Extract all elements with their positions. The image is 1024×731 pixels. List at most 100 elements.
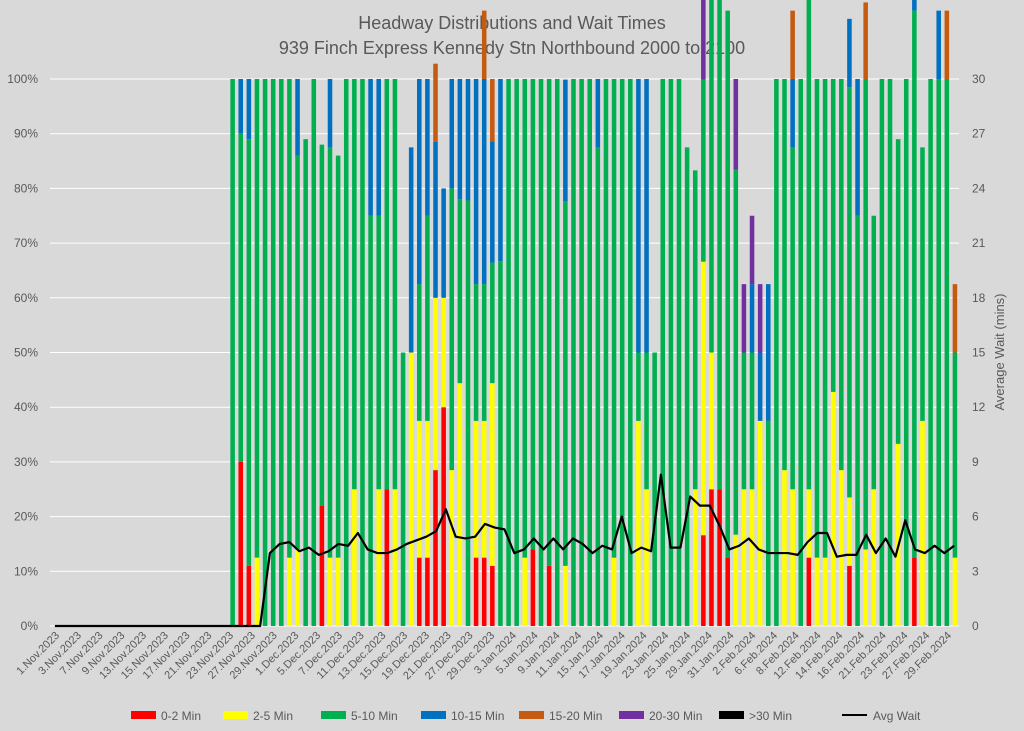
bar-segment <box>628 79 633 626</box>
x-axis: 1.Nov.20233.Nov.20237.Nov.20239.Nov.2023… <box>14 630 954 683</box>
bar-segment <box>692 170 698 490</box>
bar-segment <box>733 169 739 535</box>
bar-segment <box>806 557 812 627</box>
bar-segment <box>449 188 455 471</box>
y2-tick-label: 24 <box>972 181 986 195</box>
bar-segment <box>920 147 925 421</box>
gridlines <box>50 78 959 627</box>
bar-segment <box>619 79 625 626</box>
bar-segment <box>790 489 795 626</box>
bar-segment <box>417 557 422 627</box>
bar-segment <box>684 147 690 627</box>
bar-segment <box>327 557 333 627</box>
bar-segment <box>855 79 860 216</box>
bar-segment <box>546 565 552 626</box>
legend-item: >30 Min <box>719 709 792 723</box>
legend-swatch <box>619 711 644 719</box>
y2-tick-label: 3 <box>972 564 979 578</box>
bar-segment <box>692 489 698 626</box>
bar-segment <box>887 79 893 626</box>
bar-segment <box>814 79 820 558</box>
bar-segment <box>782 79 787 471</box>
bar-segment <box>408 147 414 353</box>
y-tick-label: 100% <box>7 72 38 86</box>
bar-segment <box>425 79 430 216</box>
bar-segment <box>368 79 373 216</box>
bar-segment <box>928 79 933 626</box>
bar-segment <box>530 549 536 626</box>
bar-segment <box>473 79 479 285</box>
bar-segment <box>749 489 755 626</box>
y-tick-label: 70% <box>14 236 38 250</box>
bar-segment <box>311 79 317 626</box>
bar-segment <box>449 79 455 189</box>
bar-segment <box>766 284 771 421</box>
bar-segment <box>230 79 235 626</box>
bar-segment <box>417 420 422 558</box>
bar-segment <box>295 79 300 156</box>
bar-segment <box>701 535 706 626</box>
bar-segment <box>327 147 333 558</box>
bar-segment <box>238 79 244 134</box>
bar-segment <box>936 10 941 80</box>
bar-segment <box>822 557 828 627</box>
bar-segment <box>895 139 901 444</box>
bar-segment <box>327 79 333 148</box>
bar-segment <box>871 215 877 490</box>
bar-segment <box>952 557 958 627</box>
bar-segment <box>879 79 885 626</box>
legend-swatch <box>519 711 544 719</box>
bar-segment <box>830 391 836 626</box>
bar-segment <box>530 79 536 550</box>
bar-segment <box>563 79 568 201</box>
bar-segment <box>782 470 787 626</box>
bar-segment <box>725 10 730 558</box>
bar-segment <box>425 420 430 558</box>
bar-segment <box>912 0 917 11</box>
bar-segment <box>636 352 641 421</box>
bar-segment <box>660 79 666 626</box>
bar-segment <box>498 79 503 262</box>
bar-segment <box>749 215 755 285</box>
bar-segment <box>733 79 739 170</box>
bar-segment <box>254 79 260 558</box>
bar-segment <box>490 565 495 626</box>
y-tick-label: 50% <box>14 346 38 360</box>
legend-swatch <box>321 711 346 719</box>
y2-tick-label: 12 <box>972 400 986 414</box>
y2-tick-label: 18 <box>972 291 986 305</box>
bar-segment <box>741 352 747 490</box>
y-tick-label: 20% <box>14 510 38 524</box>
bar-segment <box>449 470 455 626</box>
bar-segment <box>603 79 609 626</box>
bar-segment <box>490 383 495 566</box>
bar-segment <box>481 420 487 558</box>
bar-segment <box>579 79 584 626</box>
legend-item: 5-10 Min <box>321 709 398 723</box>
legend-swatch <box>421 711 446 719</box>
bar-segment <box>287 557 292 627</box>
bar-segment <box>262 79 268 626</box>
bar-segment <box>741 284 747 353</box>
bar-segment <box>774 79 779 626</box>
y-tick-label: 40% <box>14 400 38 414</box>
bar-segment <box>636 79 641 353</box>
bar-segment <box>790 10 795 80</box>
bar-segment <box>481 79 487 285</box>
y-tick-label: 90% <box>14 127 38 141</box>
legend-swatch <box>131 711 156 719</box>
bar-segment <box>847 497 852 566</box>
bars <box>230 0 958 627</box>
bar-segment <box>352 489 357 626</box>
bar-segment <box>417 79 422 285</box>
y-axis-right: 0 3 6 9 12 15 18 21 24 27 30 <box>972 72 986 633</box>
bar-segment <box>571 79 576 626</box>
bar-segment <box>417 284 422 421</box>
bar-segment <box>847 565 852 626</box>
bar-segment <box>822 79 828 558</box>
bar-segment <box>522 557 528 627</box>
y-axis-left: 0% 10% 20% 30% 40% 50% 60% 70% 80% 90% 100% <box>7 72 38 633</box>
bar-segment <box>295 155 300 550</box>
legend-label: Avg Wait <box>873 709 921 723</box>
bar-segment <box>563 200 568 566</box>
